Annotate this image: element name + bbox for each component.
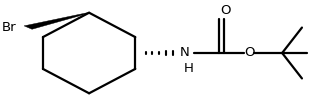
Text: H: H bbox=[184, 62, 194, 75]
Text: O: O bbox=[220, 4, 231, 17]
Text: Br: Br bbox=[2, 21, 16, 34]
Polygon shape bbox=[24, 13, 90, 29]
Text: O: O bbox=[244, 47, 254, 59]
Text: N: N bbox=[180, 47, 190, 59]
